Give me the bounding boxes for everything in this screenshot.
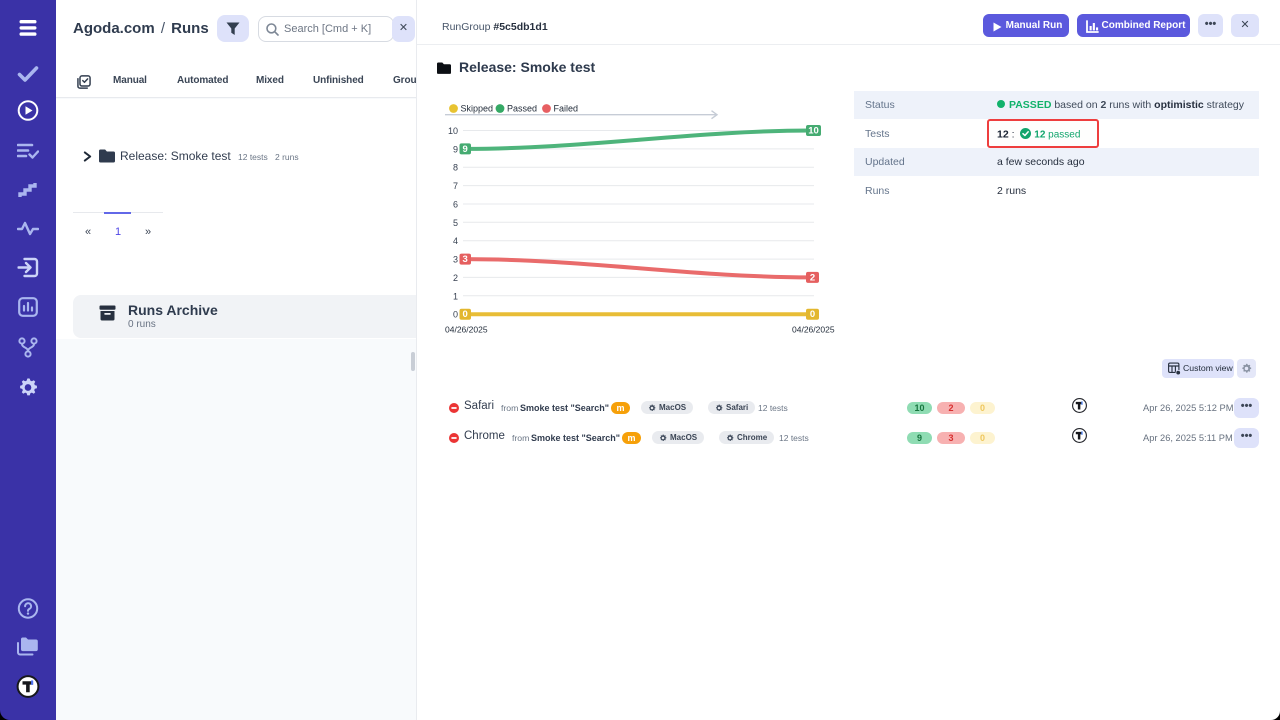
svg-text:5: 5 [453,218,458,228]
svg-text:0: 0 [810,309,815,320]
svg-text:9: 9 [463,144,468,155]
svg-text:10: 10 [808,126,819,137]
svg-text:Failed: Failed [554,104,579,114]
svg-text:2: 2 [453,273,458,283]
svg-text:04/26/2025: 04/26/2025 [792,325,835,335]
svg-text:6: 6 [453,200,458,210]
svg-text:8: 8 [453,163,458,173]
svg-text:0: 0 [463,309,468,320]
svg-text:7: 7 [453,181,458,191]
svg-text:3: 3 [453,255,458,265]
svg-text:10: 10 [448,126,458,136]
svg-text:2: 2 [810,272,815,283]
svg-text:04/26/2025: 04/26/2025 [445,325,488,335]
svg-text:0: 0 [453,310,458,320]
svg-text:4: 4 [453,236,458,246]
svg-text:9: 9 [453,144,458,154]
svg-text:Skipped: Skipped [461,104,494,114]
svg-text:3: 3 [463,254,468,265]
svg-text:Passed: Passed [507,104,537,114]
svg-text:1: 1 [453,291,458,301]
